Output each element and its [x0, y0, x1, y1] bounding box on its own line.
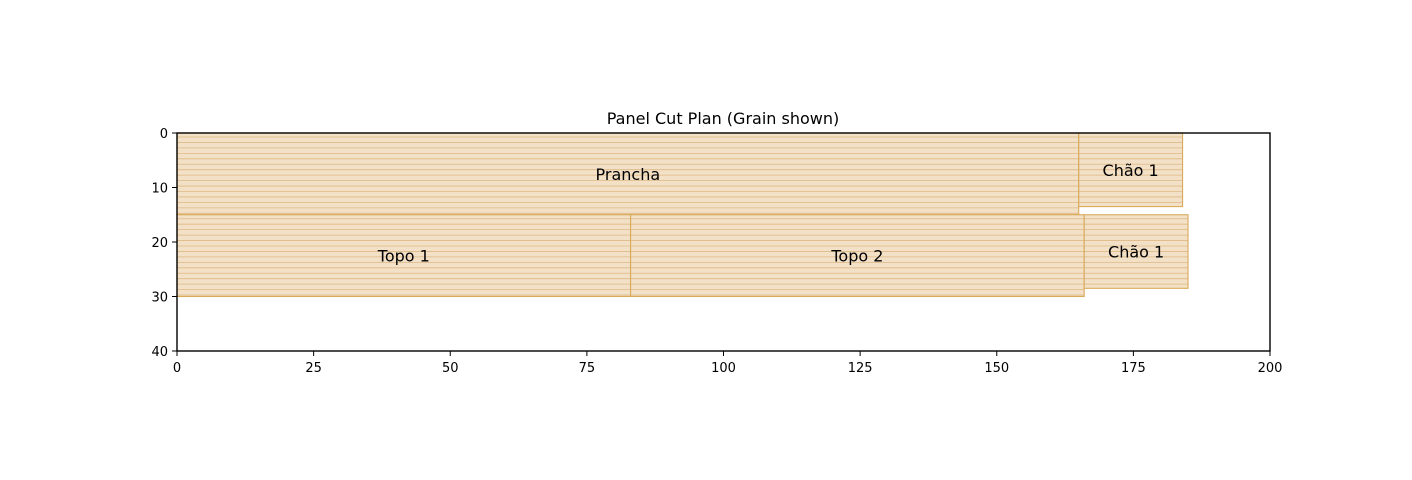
- cut-piece-rect: [177, 133, 1079, 215]
- x-tick-label: 50: [442, 361, 459, 376]
- cut-piece-label: Chão 1: [1108, 243, 1164, 262]
- x-tick-label: 150: [984, 361, 1009, 376]
- cut-piece: Chão 1: [1083, 214, 1189, 289]
- cut-piece-label: Prancha: [596, 165, 661, 184]
- x-tick-label: 25: [305, 361, 322, 376]
- cut-piece-rect: [630, 214, 1085, 297]
- pieces-layer: Prancha Chão 1 Topo 1 Topo 2 Chão 1: [176, 132, 1189, 298]
- y-tick-label: 10: [151, 182, 168, 197]
- x-tick-label: 125: [848, 361, 873, 376]
- cut-piece: Topo 2: [630, 214, 1085, 298]
- cut-piece-label: Topo 1: [377, 247, 430, 266]
- cut-piece: Chão 1: [1078, 132, 1184, 208]
- cut-piece-rect: [177, 214, 631, 297]
- x-tick-label: 0: [173, 361, 181, 376]
- x-axis: 0 25 50 75 100 125 150 175 200: [173, 351, 1283, 376]
- y-tick-label: 0: [160, 127, 168, 142]
- grain-lines: [177, 136, 1079, 214]
- grain-lines: [630, 218, 1085, 296]
- x-tick-label: 175: [1121, 361, 1146, 376]
- x-tick-label: 100: [711, 361, 736, 376]
- y-tick-label: 20: [151, 236, 168, 251]
- x-tick-label: 200: [1258, 361, 1283, 376]
- cut-piece-label: Topo 2: [830, 247, 883, 266]
- cut-piece-label: Chão 1: [1103, 161, 1159, 180]
- grain-lines: [177, 218, 631, 296]
- y-tick-label: 40: [151, 345, 168, 360]
- cut-piece: Topo 1: [176, 214, 632, 298]
- x-tick-label: 75: [579, 361, 596, 376]
- cut-piece-edge: [1083, 214, 1189, 289]
- y-axis: 0 10 20 30 40: [151, 127, 177, 360]
- y-tick-label: 30: [151, 291, 168, 306]
- chart-title: Panel Cut Plan (Grain shown): [607, 109, 839, 128]
- grain-lines: [1078, 136, 1183, 203]
- cut-piece: Prancha: [176, 132, 1080, 216]
- grain-lines: [1084, 218, 1189, 285]
